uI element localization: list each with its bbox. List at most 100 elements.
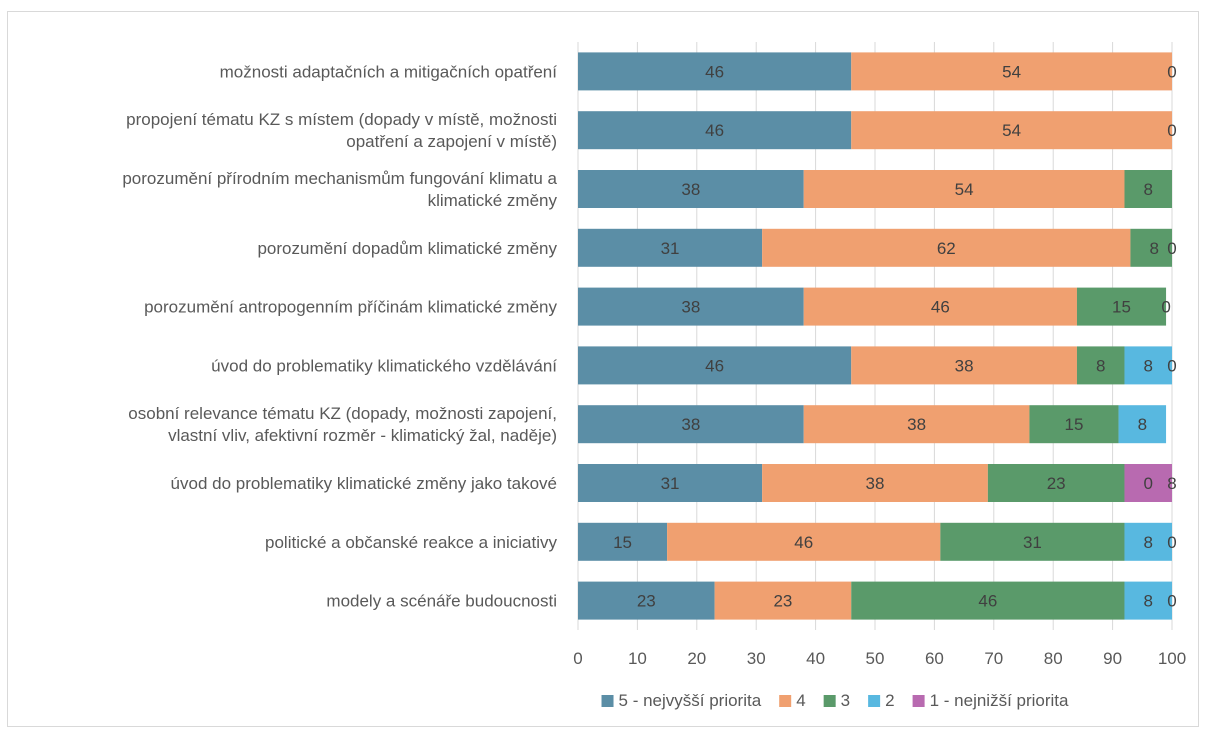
category-label: úvod do problematiky klimatického vzdělá… bbox=[211, 356, 557, 375]
data-label: 15 bbox=[1112, 298, 1131, 317]
data-label: 0 bbox=[1167, 239, 1176, 258]
legend-swatch bbox=[601, 695, 614, 707]
x-tick-label: 30 bbox=[747, 649, 766, 668]
x-tick-label: 80 bbox=[1044, 649, 1063, 668]
data-label: 54 bbox=[1002, 62, 1021, 81]
data-label: 8 bbox=[1144, 533, 1153, 552]
category-labels: možnosti adaptačních a mitigačních opatř… bbox=[122, 62, 557, 610]
category-label: porozumění antropogenním příčinám klimat… bbox=[144, 298, 557, 317]
bar-segment[interactable] bbox=[578, 464, 763, 502]
data-label: 8 bbox=[1138, 415, 1147, 434]
bar-segment[interactable] bbox=[1124, 581, 1172, 620]
data-label: 0 bbox=[1167, 533, 1176, 552]
category-label: porozumění přírodním mechanismům fungová… bbox=[122, 169, 557, 188]
data-label: 38 bbox=[866, 474, 885, 493]
data-label: 8 bbox=[1144, 356, 1153, 375]
data-label: 38 bbox=[681, 415, 700, 434]
bar-segment[interactable] bbox=[1118, 405, 1167, 444]
x-tick-label: 90 bbox=[1103, 649, 1122, 668]
data-label: 38 bbox=[681, 298, 700, 317]
legend-label: 1 - nejnižší priorita bbox=[930, 691, 1069, 710]
legend-label: 2 bbox=[885, 691, 894, 710]
bar-segment[interactable] bbox=[762, 228, 1131, 267]
x-tick-label: 10 bbox=[628, 649, 647, 668]
bar-segment[interactable] bbox=[851, 581, 1125, 620]
category-label: možnosti adaptačních a mitigačních opatř… bbox=[220, 62, 558, 81]
data-label: 38 bbox=[955, 356, 974, 375]
data-label: 31 bbox=[661, 474, 680, 493]
data-label: 38 bbox=[681, 180, 700, 199]
bar-segment[interactable] bbox=[1130, 228, 1172, 267]
bar-segment[interactable] bbox=[987, 464, 1125, 502]
data-label: 23 bbox=[637, 592, 656, 611]
bar-segment[interactable] bbox=[803, 287, 1077, 326]
bar-segment[interactable] bbox=[578, 346, 852, 385]
bar-segment[interactable] bbox=[762, 464, 988, 502]
category-label: opatření a zapojení v místě) bbox=[346, 132, 557, 151]
data-label: 31 bbox=[661, 239, 680, 258]
bar-segment[interactable] bbox=[578, 581, 715, 620]
data-label: 0 bbox=[1167, 356, 1176, 375]
bar-segment[interactable] bbox=[578, 111, 852, 150]
data-label: 0 bbox=[1167, 592, 1176, 611]
data-label: 46 bbox=[931, 298, 950, 317]
data-label: 54 bbox=[1002, 121, 1021, 140]
data-label: 8 bbox=[1167, 474, 1176, 493]
data-label: 46 bbox=[705, 121, 724, 140]
bar-segment[interactable] bbox=[1029, 405, 1119, 444]
x-tick-label: 100 bbox=[1158, 649, 1186, 668]
bar-segment[interactable] bbox=[851, 52, 1172, 91]
bar-segment[interactable] bbox=[940, 522, 1125, 561]
data-label: 15 bbox=[1065, 415, 1084, 434]
data-label: 62 bbox=[937, 239, 956, 258]
legend-swatch bbox=[912, 695, 925, 707]
data-label: 0 bbox=[1167, 62, 1176, 81]
bar-segment[interactable] bbox=[578, 522, 668, 561]
bar-segment[interactable] bbox=[1124, 170, 1172, 208]
bar-segment[interactable] bbox=[1124, 522, 1172, 561]
x-tick-label: 50 bbox=[866, 649, 885, 668]
data-label: 46 bbox=[978, 592, 997, 611]
category-label: vlastní vliv, afektivní rozměr - klimati… bbox=[168, 426, 557, 445]
bar-segment[interactable] bbox=[803, 170, 1125, 208]
legend-label: 5 - nejvyšší priorita bbox=[619, 691, 762, 710]
x-tick-label: 20 bbox=[687, 649, 706, 668]
bar-segment[interactable] bbox=[1076, 346, 1125, 385]
bar-segment[interactable] bbox=[578, 287, 804, 326]
category-label: osobní relevance tématu KZ (dopady, možn… bbox=[128, 404, 557, 423]
bar-segment[interactable] bbox=[851, 111, 1172, 150]
data-label: 23 bbox=[773, 592, 792, 611]
category-label: politické a občanské reakce a iniciativy bbox=[265, 533, 557, 552]
data-label: 8 bbox=[1144, 592, 1153, 611]
data-label: 0 bbox=[1144, 474, 1153, 493]
legend[interactable]: 5 - nejvyšší priorita 4 3 2 1 - nejnižší pri… bbox=[601, 691, 1070, 710]
legend-swatch bbox=[779, 695, 792, 707]
x-tick-label: 60 bbox=[925, 649, 944, 668]
bar-segment[interactable] bbox=[578, 405, 804, 444]
bar-segment[interactable] bbox=[851, 346, 1077, 385]
bar-segment[interactable] bbox=[1124, 346, 1172, 385]
x-axis-ticks: 0 10 20 30 40 50 60 70 80 90 100 bbox=[573, 649, 1186, 668]
x-tick-label: 70 bbox=[984, 649, 1003, 668]
legend-swatch bbox=[823, 695, 836, 707]
bar-segment[interactable] bbox=[578, 170, 804, 208]
legend-label: 3 bbox=[841, 691, 850, 710]
bars-group: 46 54 046 54 038 54 831 62 8 038 46 15 046 38 8 8 038 38 1… bbox=[578, 52, 1177, 620]
x-tick-label: 40 bbox=[806, 649, 825, 668]
data-label: 8 bbox=[1144, 180, 1153, 199]
bar-segment[interactable] bbox=[1076, 287, 1167, 326]
bar-segment[interactable] bbox=[714, 581, 852, 620]
bar-segment[interactable] bbox=[578, 52, 852, 91]
bar-segment[interactable] bbox=[1124, 464, 1172, 502]
data-label: 0 bbox=[1167, 121, 1176, 140]
category-label: modely a scénáře budoucnosti bbox=[326, 592, 557, 611]
bar-segment[interactable] bbox=[667, 522, 941, 561]
bar-segment[interactable] bbox=[803, 405, 1030, 444]
data-label: 46 bbox=[794, 533, 813, 552]
data-label: 8 bbox=[1149, 239, 1158, 258]
category-label: klimatické změny bbox=[428, 191, 558, 210]
data-label: 38 bbox=[907, 415, 926, 434]
bar-segment[interactable] bbox=[578, 228, 763, 267]
x-tick-label: 0 bbox=[573, 649, 582, 668]
